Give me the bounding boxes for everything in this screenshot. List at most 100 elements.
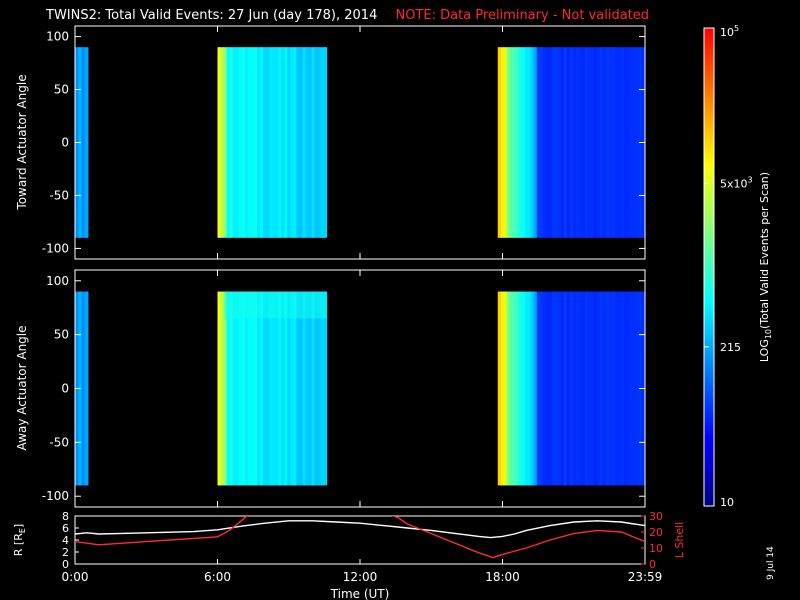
heatmap-cell <box>497 291 502 486</box>
heatmap-cell <box>290 47 294 238</box>
heatmap-cell <box>241 291 246 486</box>
heatmap-cell <box>229 47 234 238</box>
heatmap-cell <box>569 291 574 486</box>
y-tick-label: 0 <box>61 382 69 396</box>
heatmap-cell <box>620 291 625 486</box>
lshell-tick-label: 20 <box>649 526 663 539</box>
heatmap-cell <box>581 47 586 238</box>
heatmap-cell <box>524 47 529 238</box>
heatmap-cell <box>575 291 580 486</box>
chart-title-line: TWINS2: Total Valid Events: 27 Jun (day … <box>46 8 649 23</box>
heatmap-cell <box>81 291 86 486</box>
heatmap-cell <box>263 291 267 486</box>
heatmap-cell <box>247 47 252 238</box>
r-series-line <box>75 520 645 539</box>
heatmap-cell <box>521 291 526 486</box>
heatmap-cell <box>317 47 322 238</box>
heatmap-cell <box>323 47 328 238</box>
heatmap-cell <box>587 47 592 238</box>
colorbar-gradient <box>703 27 715 507</box>
heatmap-cell <box>572 291 577 486</box>
heatmap-cell <box>590 47 595 238</box>
colorbar-tick-label: 215 <box>720 341 741 354</box>
heatmap-cell <box>533 47 538 238</box>
heatmap-cell <box>253 47 258 238</box>
heatmap-cell <box>572 47 577 238</box>
heatmap-cell <box>590 291 595 486</box>
r-tick-label: 0 <box>62 558 69 571</box>
heatmap-cell <box>506 291 511 486</box>
heatmap-cell <box>503 47 508 238</box>
heatmap-cell <box>533 291 538 486</box>
heatmap-cell <box>614 47 619 238</box>
heatmap-cell <box>566 47 571 238</box>
heatmap-cell <box>560 47 565 238</box>
heatmap-cell <box>226 291 231 486</box>
heatmap-cell <box>503 291 508 486</box>
heatmap-cell <box>320 291 325 486</box>
heatmap-cell <box>527 47 532 238</box>
heatmap-cell <box>266 47 270 238</box>
heatmap-cell <box>235 47 240 238</box>
heatmap-cell <box>632 291 637 486</box>
heatmap-cell <box>530 47 535 238</box>
r-tick-label: 2 <box>62 546 69 559</box>
heatmap-cell <box>524 291 529 486</box>
x-tick-label: 12:00 <box>343 570 378 584</box>
heatmap-cell <box>299 47 303 238</box>
heatmap-cell <box>278 291 282 486</box>
heatmap-cell <box>635 47 640 238</box>
heatmap-cell <box>244 291 249 486</box>
heatmap-cell <box>599 47 604 238</box>
heatmap-cell <box>320 47 325 238</box>
heatmap-cell <box>563 47 568 238</box>
heatmap-cell <box>311 47 316 238</box>
x-tick-label: 18:00 <box>485 570 520 584</box>
heatmap-cell <box>81 47 86 238</box>
heatmap-cell <box>305 47 309 238</box>
lshell-tick-label: 0 <box>649 558 656 571</box>
heatmap-cell <box>500 47 505 238</box>
y-tick-label: 0 <box>61 136 69 150</box>
heatmap-cell <box>596 47 601 238</box>
heatmap-cell <box>217 291 221 486</box>
orbit-right-axis-label: L Shell <box>673 522 686 558</box>
heatmap-cell <box>497 47 502 238</box>
heatmap-cell <box>259 47 264 238</box>
heatmap-cell <box>256 47 261 238</box>
heatmap-cell <box>272 291 276 486</box>
heatmap-cell <box>596 291 601 486</box>
y-tick-label: -50 <box>49 435 69 449</box>
heatmap-cell <box>293 291 297 486</box>
heatmap-cell <box>599 291 604 486</box>
heatmap-cell <box>275 291 279 486</box>
heatmap-cell <box>536 291 541 486</box>
heatmap-cell <box>84 291 89 486</box>
heatmap-cell <box>305 291 309 486</box>
heatmap-cell <box>542 47 547 238</box>
lshell-tick-label: 30 <box>649 510 663 523</box>
heatmap-cell <box>266 291 270 486</box>
heatmap-cell <box>554 47 559 238</box>
heatmap-cell <box>542 291 547 486</box>
heatmap-cell <box>593 291 598 486</box>
heatmap-cell <box>635 291 640 486</box>
heatmap-cell <box>317 291 322 486</box>
heatmap-cell <box>84 47 89 238</box>
heatmap-cell <box>608 291 613 486</box>
heatmap-cell <box>626 47 631 238</box>
heatmap-cell <box>611 47 616 238</box>
heatmap-cell <box>584 291 589 486</box>
heatmap-cell <box>220 291 224 486</box>
y-tick-label: -100 <box>42 241 69 255</box>
heatmap-cell <box>551 47 556 238</box>
heatmap-cell <box>223 291 227 486</box>
heatmap-cell <box>238 291 243 486</box>
panel-toward: 100 50 0 -50 -100 Toward Actuator Angle <box>15 25 646 260</box>
heatmap-cell <box>253 291 258 486</box>
heatmap-cell <box>557 291 562 486</box>
heatmap-cell <box>250 47 255 238</box>
heatmap-cell <box>578 291 583 486</box>
heatmap-cell <box>605 291 610 486</box>
